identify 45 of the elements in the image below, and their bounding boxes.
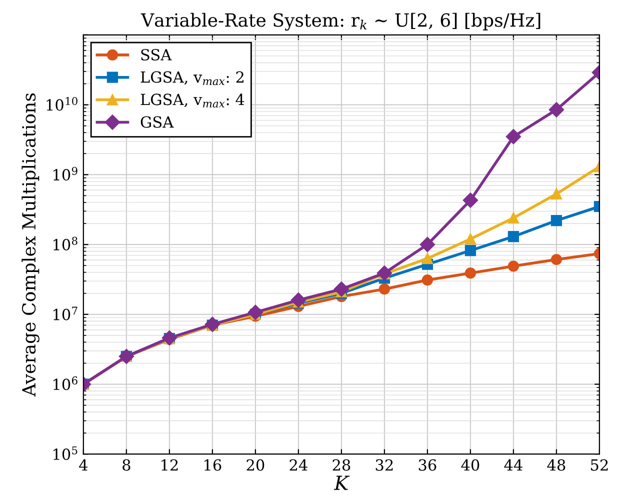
point	[550, 254, 562, 266]
y-tick-label: 10$^{6}$	[54, 376, 78, 390]
y-tick-label: 10$^{9}$	[54, 166, 78, 181]
point	[508, 230, 520, 242]
point	[550, 188, 562, 200]
x-tick-label: 24	[290, 459, 308, 471]
legend-label: LGSA, v$_{max}$: 2	[140, 71, 244, 86]
y-tick-label: 10$^{7}$	[54, 306, 78, 320]
legend-label: LGSA, v$_{max}$: 4	[140, 94, 244, 108]
point	[548, 102, 564, 118]
x-tick-label: 36	[418, 459, 436, 471]
x-tick-label: 8	[122, 459, 130, 471]
point	[506, 129, 522, 144]
x-tick-label: 12	[162, 459, 178, 471]
point	[464, 244, 476, 256]
x-tick-label: 28	[332, 459, 350, 471]
x-tick-label: 44	[504, 459, 522, 471]
x-tick-label: 48	[547, 459, 566, 471]
chart-title: Variable-Rate System: r$_{k}$ ∼ U[2, 6] [bps/Hz]	[140, 12, 540, 31]
point	[422, 252, 434, 264]
point	[462, 192, 478, 208]
point	[508, 212, 520, 224]
point	[464, 268, 476, 279]
point	[378, 284, 390, 295]
point	[550, 215, 562, 226]
point	[248, 304, 264, 320]
point	[334, 282, 350, 297]
y-tick-label: 10$^{8}$	[54, 236, 78, 250]
x-tick-label: 16	[204, 459, 222, 471]
legend-label: SSA	[141, 48, 172, 61]
y-tick-label: 10$^{10}$	[46, 96, 78, 111]
point	[420, 236, 436, 252]
x-tick-label: 20	[246, 459, 264, 471]
y-tick-label: 10$^{5}$	[54, 446, 78, 460]
x-tick-label: 4	[79, 459, 88, 471]
point	[508, 260, 520, 272]
x-tick-label: 32	[376, 459, 393, 471]
point	[422, 274, 434, 286]
point	[290, 292, 306, 308]
x-axis-title: K	[334, 476, 350, 490]
legend-label: GSA	[140, 116, 174, 128]
point	[464, 233, 476, 245]
y-axis-title: Average Complex Multiplications	[22, 93, 40, 397]
x-tick-label: 40	[461, 459, 480, 471]
x-tick-label: 52	[591, 459, 608, 471]
